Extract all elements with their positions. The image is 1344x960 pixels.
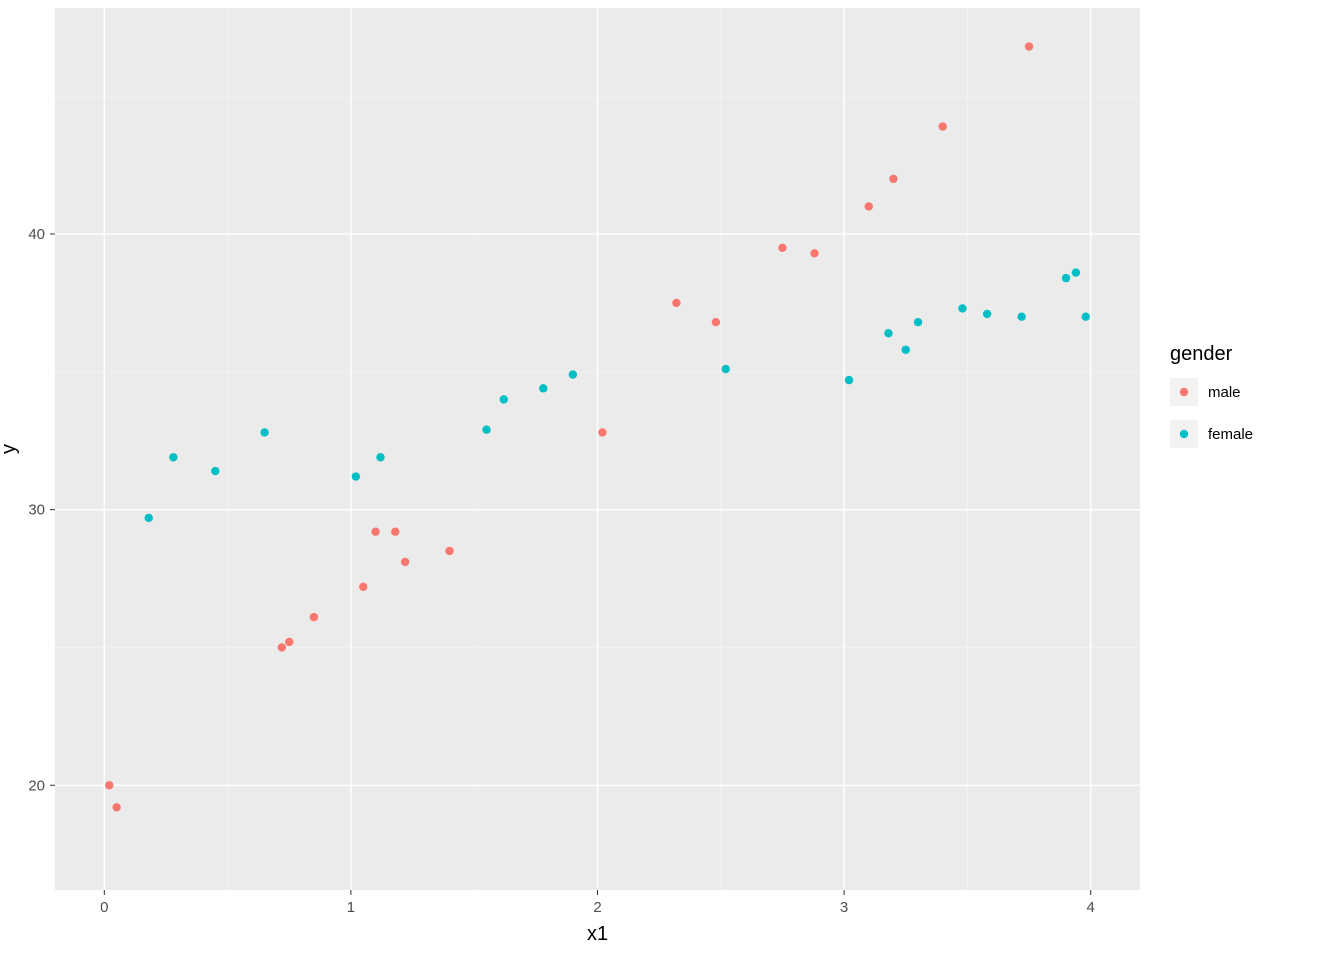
x-tick-label: 2 [593, 899, 601, 916]
point-male [105, 781, 113, 789]
point-male [285, 638, 293, 646]
point-female [1082, 313, 1090, 321]
point-female [352, 472, 360, 480]
point-male [778, 244, 786, 252]
point-female [1072, 268, 1080, 276]
point-male [391, 527, 399, 535]
point-male [112, 803, 120, 811]
point-female [884, 329, 892, 337]
point-male [939, 122, 947, 130]
point-male [371, 527, 379, 535]
x-axis-title: x1 [587, 923, 608, 945]
x-tick-label: 1 [347, 899, 355, 916]
legend-marker-icon [1180, 430, 1188, 438]
point-male [1025, 42, 1033, 50]
point-male [889, 175, 897, 183]
y-tick-label: 30 [28, 502, 45, 519]
point-female [1017, 313, 1025, 321]
point-male [598, 428, 606, 436]
point-female [482, 426, 490, 434]
point-female [914, 318, 922, 326]
x-tick-label: 4 [1087, 899, 1095, 916]
point-male [401, 558, 409, 566]
point-female [539, 384, 547, 392]
chart-svg: 0 1 2 3 4 20 30 40 x1 y gender male female [0, 0, 1344, 960]
x-tick-label: 3 [840, 899, 848, 916]
point-female [902, 346, 910, 354]
point-male [359, 583, 367, 591]
legend-label: female [1208, 426, 1253, 443]
point-male [672, 299, 680, 307]
point-female [845, 376, 853, 384]
y-tick-label: 20 [28, 777, 45, 794]
point-female [211, 467, 219, 475]
point-male [310, 613, 318, 621]
point-male [810, 249, 818, 257]
point-female [260, 428, 268, 436]
point-female [983, 310, 991, 318]
point-female [958, 304, 966, 312]
point-female [500, 395, 508, 403]
point-male [445, 547, 453, 555]
legend-title: gender [1170, 343, 1233, 365]
point-female [1062, 274, 1070, 282]
point-female [569, 370, 577, 378]
x-tick-label: 0 [100, 899, 108, 916]
point-female [376, 453, 384, 461]
point-male [278, 643, 286, 651]
legend-label: male [1208, 384, 1241, 401]
y-tick-label: 40 [28, 226, 45, 243]
point-male [865, 202, 873, 210]
point-female [722, 365, 730, 373]
point-female [145, 514, 153, 522]
y-axis-title: y [0, 444, 20, 454]
legend-marker-icon [1180, 388, 1188, 396]
scatter-chart: 0 1 2 3 4 20 30 40 x1 y gender male female [0, 0, 1344, 960]
point-male [712, 318, 720, 326]
point-female [169, 453, 177, 461]
